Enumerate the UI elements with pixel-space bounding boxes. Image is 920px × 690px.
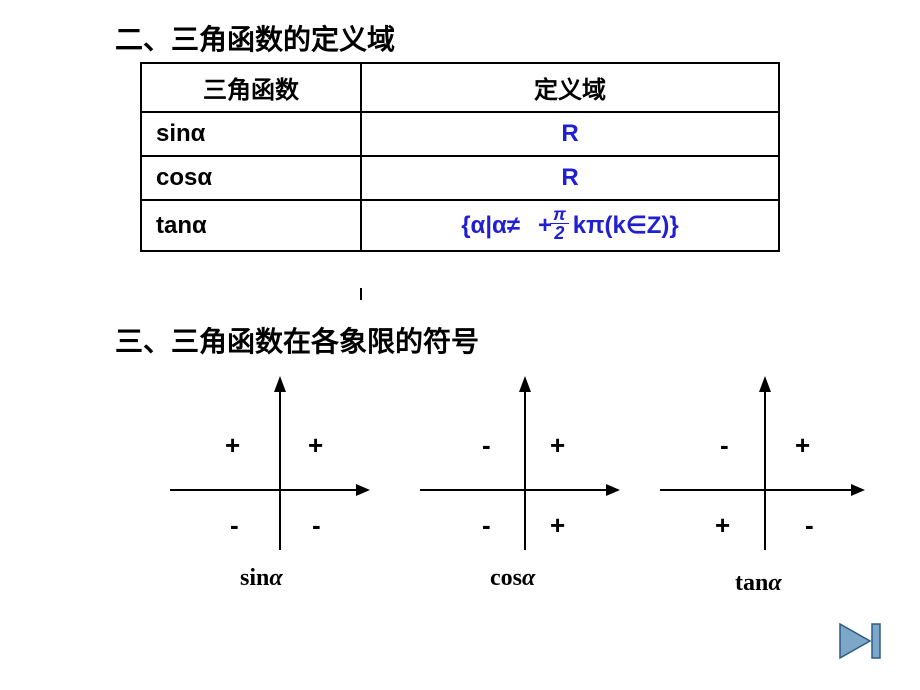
- func-cell: cosα: [141, 156, 361, 200]
- q2-sign: +: [225, 430, 240, 461]
- quadrant-diagrams: + + - - sinα - + - + cosα - + +: [120, 370, 880, 630]
- header-func: 三角函数: [141, 63, 361, 112]
- table-tail-mark: [360, 288, 362, 300]
- axes-icon: [660, 370, 880, 560]
- domain-table: 三角函数 定义域 sinα R cosα R tanα {α|α≠ + π 2 …: [140, 62, 780, 252]
- domain-cell: {α|α≠ + π 2 kπ(k∈Z)}: [361, 200, 779, 251]
- table-row: tanα {α|α≠ + π 2 kπ(k∈Z)}: [141, 200, 779, 251]
- quadrant-chart-sin: + + - - sinα: [160, 370, 380, 600]
- q2-sign: -: [720, 430, 729, 461]
- label-func: sin: [240, 565, 269, 591]
- axes-icon: [160, 370, 380, 560]
- q3-sign: -: [230, 510, 239, 541]
- quadrant-chart-tan: - + + - tanα: [660, 370, 880, 600]
- table-row: cosα R: [141, 156, 779, 200]
- fraction-icon: π 2: [550, 205, 569, 242]
- q1-sign: +: [550, 430, 565, 461]
- table-row: sinα R: [141, 112, 779, 156]
- label-func: cos: [490, 565, 522, 591]
- q1-sign: +: [795, 430, 810, 461]
- quadrant-chart-cos: - + - + cosα: [410, 370, 630, 600]
- q4-sign: -: [805, 510, 814, 541]
- q3-sign: +: [715, 510, 730, 541]
- q3-sign: -: [482, 510, 491, 541]
- table-header-row: 三角函数 定义域: [141, 63, 779, 112]
- q4-sign: +: [550, 510, 565, 541]
- domain-suffix: kπ(k∈Z)}: [573, 211, 679, 240]
- section-table-heading: 二、三角函数的定义域: [115, 18, 395, 58]
- frac-numerator: π: [550, 205, 569, 224]
- frac-denominator: 2: [551, 224, 567, 242]
- next-icon: [836, 620, 888, 662]
- domain-prefix: {α|α≠: [461, 212, 520, 240]
- chart-label: cosα: [490, 565, 535, 592]
- domain-cell: R: [361, 112, 779, 156]
- domain-cell: R: [361, 156, 779, 200]
- q1-sign: +: [308, 430, 323, 461]
- header-domain: 定义域: [361, 63, 779, 112]
- label-var: α: [768, 570, 781, 596]
- q4-sign: -: [312, 510, 321, 541]
- chart-label: sinα: [240, 565, 283, 592]
- label-var: α: [269, 565, 282, 591]
- chart-label: tanα: [735, 570, 782, 597]
- q2-sign: -: [482, 430, 491, 461]
- axes-icon: [410, 370, 630, 560]
- label-var: α: [522, 565, 535, 591]
- next-button[interactable]: [836, 620, 888, 662]
- section-signs-heading: 三、三角函数在各象限的符号: [115, 320, 479, 360]
- func-cell: tanα: [141, 200, 361, 251]
- func-cell: sinα: [141, 112, 361, 156]
- label-func: tan: [735, 570, 768, 596]
